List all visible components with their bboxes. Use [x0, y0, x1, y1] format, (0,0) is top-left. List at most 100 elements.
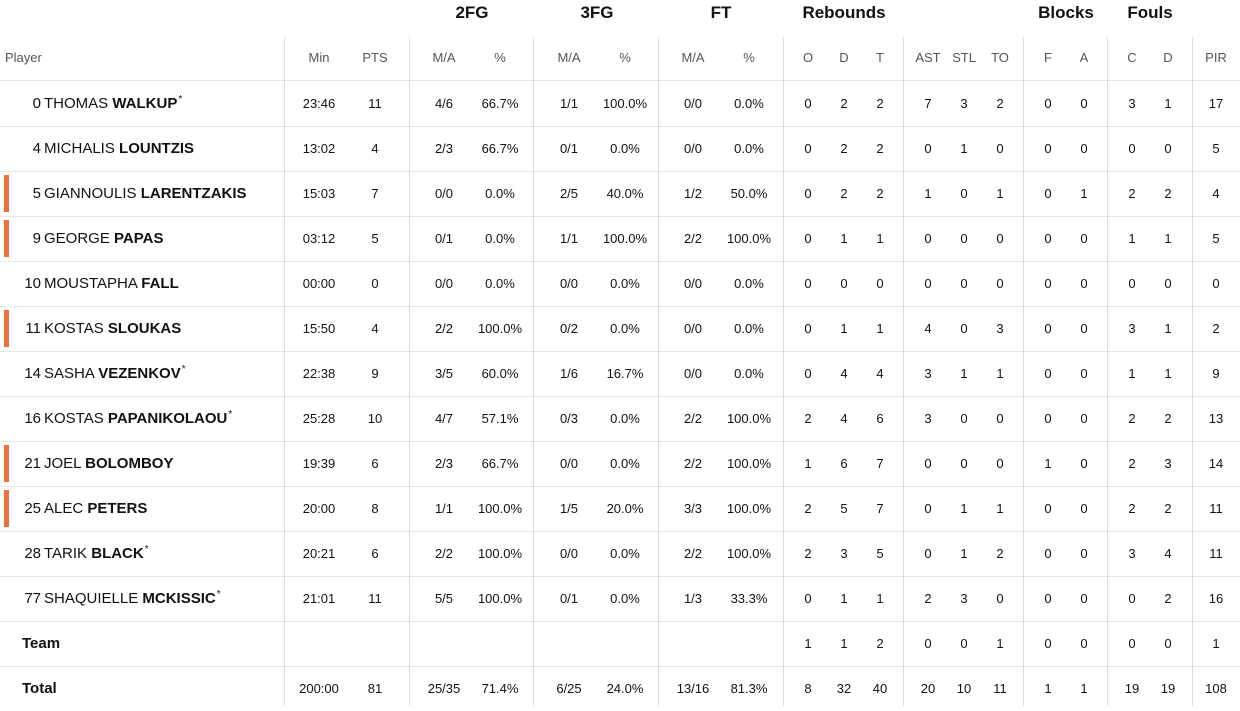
stat-cell-blk-a: 0 [1080, 456, 1088, 471]
player-name-cell[interactable]: 9 GEORGE PAPAS [0, 216, 164, 261]
column-divider [658, 37, 659, 706]
player-name-cell[interactable]: 28 TARIK BLACK* [0, 531, 148, 576]
stat-cell-fg2-ma: 5/5 [434, 591, 454, 606]
column-divider [1192, 37, 1193, 706]
stat-cell-stl: 0 [960, 636, 968, 651]
stat-cell-ast: 4 [924, 321, 932, 336]
stat-cell-foul-d: 2 [1164, 411, 1172, 426]
column-divider [284, 37, 285, 706]
player-row[interactable]: 11 KOSTAS SLOUKAS 15:50 4 2/2 100.0% 0/2 0.0% 0/… [0, 306, 1240, 352]
stat-cell-to: 2 [996, 546, 1004, 561]
stat-cell-stl: 1 [960, 546, 968, 561]
stat-cell-ft-pct [721, 621, 777, 666]
player-row[interactable]: 10 MOUSTAPHA FALL 00:00 0 0/0 0.0% 0/0 0.0% 0/0 0… [0, 261, 1240, 307]
stat-cell-stl: 0 [960, 321, 968, 336]
player-row[interactable]: 9 GEORGE PAPAS 03:12 5 0/1 0.0% 1/1 100.0% 2/2 10… [0, 216, 1240, 262]
stat-cell-to: 1 [996, 186, 1004, 201]
player-row[interactable]: 4 MICHALIS LOUNTZIS 13:02 4 2/3 66.7% 0/1 0.0% 0… [0, 126, 1240, 172]
stat-cell-reb-d: 5 [840, 501, 848, 516]
stat-cell-fg2-ma [416, 621, 472, 666]
player-last-name: PAPANIKOLAOU [107, 410, 228, 427]
player-name-cell[interactable]: 25 ALEC PETERS [0, 486, 148, 531]
player-name-cell[interactable]: 11 KOSTAS SLOUKAS [0, 306, 182, 351]
stat-cell-min: 15:03 [302, 186, 336, 201]
stat-cell-fg3-ma: 0/0 [559, 546, 579, 561]
team-row: Team 1 1 2 0 0 1 0 0 0 0 1 [0, 621, 1240, 667]
stat-cell-reb-t: 7 [876, 456, 884, 471]
stat-cell-fg3-ma [541, 621, 597, 666]
stat-cell-ast: 0 [924, 501, 932, 516]
starter-asterisk: * [178, 94, 183, 105]
player-row[interactable]: 16 KOSTAS PAPANIKOLAOU* 25:28 10 4/7 57.1% 0/3… [0, 396, 1240, 442]
stat-cell-blk-f: 1 [1044, 681, 1052, 696]
stat-cell-fg2-ma: 2/2 [434, 546, 454, 561]
stat-cell-foul-d: 2 [1164, 591, 1172, 606]
stat-cell-reb-d: 6 [840, 456, 848, 471]
player-first-name: THOMAS [44, 95, 109, 112]
player-name-cell[interactable]: 10 MOUSTAPHA FALL [0, 261, 180, 306]
column-divider [903, 37, 904, 706]
stat-cell-ft-pct: 33.3% [730, 591, 768, 606]
column-header-2fg-pct: % [494, 50, 506, 65]
player-first-name: GEORGE [44, 230, 110, 247]
player-name-cell[interactable]: 16 KOSTAS PAPANIKOLAOU* [0, 396, 232, 441]
stat-cell-min: 25:28 [302, 411, 336, 426]
player-name-cell[interactable]: 14 SASHA VEZENKOV* [0, 351, 185, 396]
player-row[interactable]: 28 TARIK BLACK* 20:21 6 2/2 100.0% 0/0 0.0% 2/2 1… [0, 531, 1240, 577]
player-row[interactable]: 21 JOEL BOLOMBOY 19:39 6 2/3 66.7% 0/0 0.0% 2/2 1… [0, 441, 1240, 487]
stat-cell-pts: 11 [368, 96, 382, 111]
stat-cell-ft-pct: 100.0% [726, 456, 772, 471]
player-row[interactable]: 5 GIANNOULIS LARENTZAKIS 15:03 7 0/0 0.0% 2/5 4… [0, 171, 1240, 217]
stat-cell-ft-ma: 2/2 [683, 546, 703, 561]
stat-cell-fg3-pct: 0.0% [610, 321, 640, 336]
stat-cell-fg2-ma: 0/0 [434, 186, 454, 201]
stat-cell-foul-c: 3 [1128, 96, 1136, 111]
player-name-cell[interactable]: 5 GIANNOULIS LARENTZAKIS [0, 171, 248, 216]
stat-cell-blk-f: 0 [1044, 366, 1052, 381]
stat-cell-blk-f: 0 [1044, 636, 1052, 651]
stat-cell-blk-a: 0 [1080, 546, 1088, 561]
stat-cell-to: 0 [996, 456, 1004, 471]
stat-cell-reb-t: 2 [876, 96, 884, 111]
player-row[interactable]: 25 ALEC PETERS 20:00 8 1/1 100.0% 1/5 20.0% 3/3 1… [0, 486, 1240, 532]
player-row[interactable]: 77 SHAQUIELLE MCKISSIC* 21:01 11 5/5 100.0% 0/… [0, 576, 1240, 622]
stat-cell-ft-pct: 0.0% [734, 366, 764, 381]
stat-cell-reb-t: 1 [876, 321, 884, 336]
stat-cell-fg3-ma: 1/1 [559, 96, 579, 111]
stat-cell-blk-f: 0 [1044, 186, 1052, 201]
stat-cell-ft-pct: 0.0% [734, 96, 764, 111]
stat-cell-ast: 2 [924, 591, 932, 606]
stat-cell-foul-c: 3 [1128, 321, 1136, 336]
player-name-cell[interactable]: 77 SHAQUIELLE MCKISSIC* [0, 576, 220, 621]
player-first-name: SHAQUIELLE [44, 590, 139, 607]
stat-cell-pir: 108 [1205, 681, 1227, 696]
stat-cell-foul-c: 2 [1128, 501, 1136, 516]
stat-cell-foul-d: 2 [1164, 186, 1172, 201]
stat-cell-blk-a: 0 [1080, 411, 1088, 426]
player-row[interactable]: 14 SASHA VEZENKOV* 22:38 9 3/5 60.0% 1/6 16.7% 0… [0, 351, 1240, 397]
stat-cell-pts: 6 [371, 546, 379, 561]
stat-cell-fg2-ma: 2/3 [434, 456, 454, 471]
stat-cell-ft-ma: 1/3 [683, 591, 703, 606]
stat-cell-ast: 1 [924, 186, 932, 201]
column-header-reb-d: D [839, 50, 849, 65]
stat-cell-pir: 11 [1209, 546, 1223, 561]
stat-cell-reb-d: 2 [840, 186, 848, 201]
column-divider [1023, 37, 1024, 706]
stat-cell-reb-t: 40 [872, 681, 888, 696]
player-first-name: MOUSTAPHA [44, 275, 138, 292]
player-name-cell[interactable]: 0 THOMAS WALKUP* [0, 81, 183, 126]
stat-cell-foul-c: 2 [1128, 456, 1136, 471]
stat-cell-reb-d: 4 [840, 411, 848, 426]
stat-cell-stl: 1 [960, 501, 968, 516]
stat-cell-fg2-ma: 4/6 [434, 96, 454, 111]
group-header-blocks: Blocks [1038, 3, 1094, 22]
player-name-cell[interactable]: 4 MICHALIS LOUNTZIS [0, 126, 195, 171]
player-last-name: SLOUKAS [107, 320, 182, 337]
stat-cell-blk-a: 0 [1080, 321, 1088, 336]
stat-cell-ft-ma: 2/2 [683, 231, 703, 246]
player-name-cell[interactable]: 21 JOEL BOLOMBOY [0, 441, 174, 486]
player-row[interactable]: 0 THOMAS WALKUP* 23:46 11 4/6 66.7% 1/1 100.0% 0… [0, 81, 1240, 127]
stat-cell-fg3-ma: 0/0 [559, 456, 579, 471]
